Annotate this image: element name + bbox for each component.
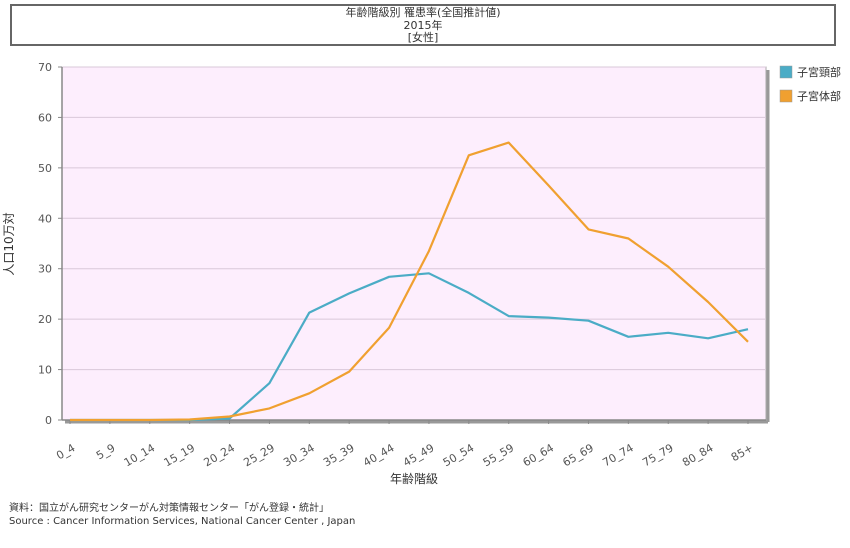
y-tick-label: 20 [38, 313, 52, 326]
x-tick-label: 10_14 [122, 441, 158, 469]
y-tick-label: 50 [38, 162, 52, 175]
y-axis-title: 人口10万対 [2, 212, 16, 275]
y-tick-label: 60 [38, 111, 52, 124]
legend-label-2: 子宮体部 [797, 89, 841, 103]
x-tick-label: 5_9 [94, 441, 117, 462]
gridlines [62, 66, 766, 371]
chart-title-box: 年齢階級別 罹患率(全国推計値) 2015年 [女性] [10, 4, 836, 46]
x-tick-label: 40_44 [361, 441, 397, 469]
x-tick-label: 35_39 [321, 441, 357, 469]
legend-swatch-1 [779, 65, 793, 79]
x-axis-title: 年齢階級 [390, 471, 438, 486]
x-tick-label: 60_64 [521, 441, 557, 469]
x-tick-label: 25_29 [241, 441, 277, 469]
x-tick-label: 80_84 [680, 441, 716, 469]
x-tick-label: 75_79 [640, 441, 676, 469]
x-tick-label: 70_74 [600, 441, 636, 469]
x-tick-label: 30_34 [281, 441, 317, 469]
y-tick-label: 0 [45, 414, 52, 427]
series-lines [70, 141, 749, 422]
chart-subtitle-sex: [女性] [407, 31, 439, 44]
x-tick-label: 65_69 [560, 441, 596, 469]
x-tick-label: 15_19 [162, 441, 198, 469]
legend-swatch-2 [779, 89, 793, 103]
y-tick-label: 10 [38, 364, 52, 377]
source-jp: 資料：国立がん研究センターがん対策情報センター「がん登録・統計」 [9, 503, 329, 514]
chart-subtitle-year: 2015年 [403, 18, 443, 32]
x-tick-label: 0_4 [54, 441, 77, 462]
source-en: Source : Cancer Information Services, Na… [9, 516, 356, 527]
x-tick-label: 55_59 [481, 441, 517, 469]
y-tick-label: 30 [38, 263, 52, 276]
x-tick-label: 85+ [729, 441, 756, 464]
series-line-2 [70, 141, 749, 422]
plot-area [61, 66, 770, 424]
x-tick-label: 20_24 [202, 441, 238, 469]
x-tick-label: 50_54 [441, 441, 477, 469]
chart-title: 年齢階級別 罹患率(全国推計値) [345, 6, 501, 19]
y-tick-label: 40 [38, 212, 52, 225]
x-tick-label: 45_49 [401, 441, 437, 469]
legend-label-1: 子宮頸部 [797, 65, 841, 79]
source-note: 資料：国立がん研究センターがん対策情報センター「がん登録・統計」 Source … [9, 502, 355, 528]
y-tick-label: 70 [38, 61, 52, 74]
plot-background [61, 66, 767, 421]
line-chart: 0 10 20 30 40 50 60 70 0_4 5_9 10_14 15_19 20_24 25_2… [2, 61, 841, 486]
